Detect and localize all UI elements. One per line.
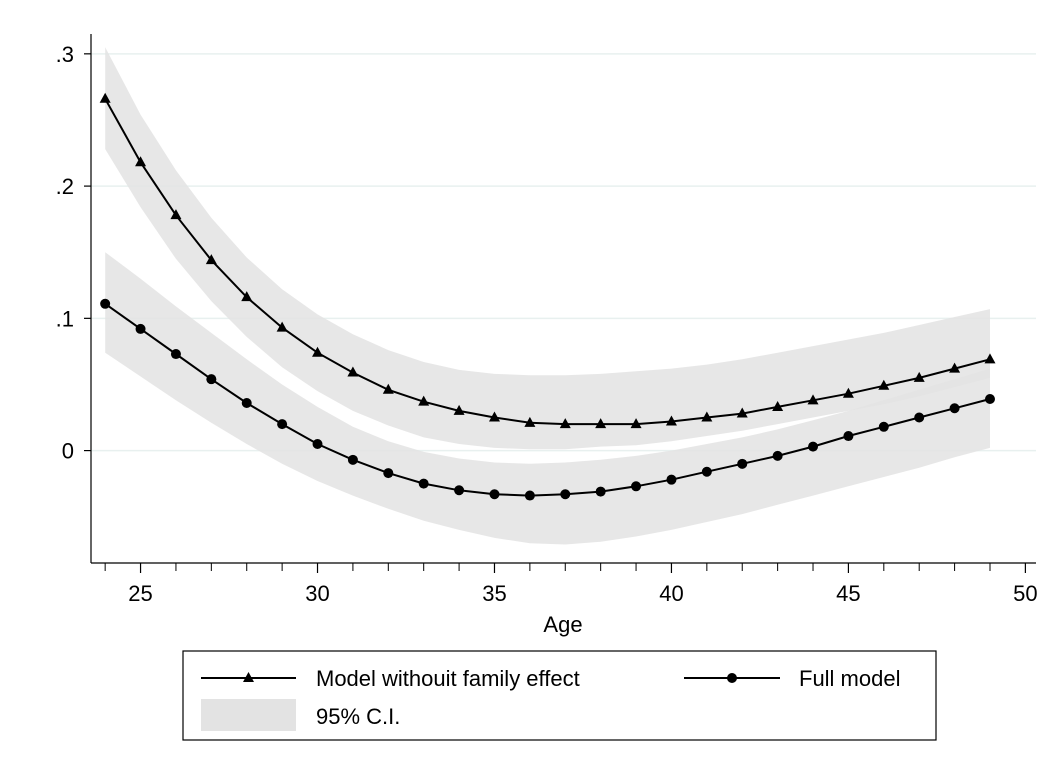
axis-ticks: 0 .1 .2 .3 25 30 35 40 45 50 <box>56 42 1038 606</box>
data-point-circle <box>454 485 465 496</box>
legend-entry-full-model: Full model <box>684 666 900 691</box>
ci-band-series-1 <box>105 252 990 545</box>
data-point-circle <box>206 374 217 385</box>
legend-label-ci: 95% C.I. <box>316 704 400 729</box>
legend-label-full-model: Full model <box>799 666 900 691</box>
data-point-circle <box>878 421 889 432</box>
data-point-triangle <box>878 379 890 390</box>
data-point-circle <box>701 466 712 477</box>
data-point-triangle <box>276 321 288 332</box>
data-point-circle <box>737 458 748 469</box>
x-tick-label: 30 <box>305 581 329 606</box>
legend-label-model-without-family: Model withouit family effect <box>316 666 580 691</box>
x-tick-label: 40 <box>659 581 683 606</box>
data-point-circle <box>489 489 500 500</box>
axes <box>90 34 1036 564</box>
data-point-circle <box>100 298 111 309</box>
y-tick-label: .1 <box>56 306 74 331</box>
data-point-triangle <box>595 418 607 429</box>
data-point-circle <box>666 474 677 485</box>
ci-band-series-0 <box>105 47 990 450</box>
data-point-circle <box>984 394 995 405</box>
data-point-circle <box>312 438 323 449</box>
legend-box <box>182 650 937 741</box>
data-point-circle <box>843 431 854 442</box>
data-point-triangle <box>382 383 394 394</box>
x-axis-label: Age <box>543 612 582 637</box>
data-point-circle <box>914 412 925 423</box>
x-tick-label: 25 <box>128 581 152 606</box>
data-point-circle <box>418 478 429 489</box>
y-tick-label: .3 <box>56 42 74 67</box>
y-tick-label: 0 <box>62 439 74 464</box>
data-point-triangle <box>312 346 324 357</box>
data-point-circle <box>524 490 535 501</box>
data-point-circle <box>347 454 358 465</box>
data-point-triangle <box>135 156 147 167</box>
legend-entry-model-without-family: Model withouit family effect <box>201 666 580 691</box>
data-point-triangle <box>559 418 571 429</box>
x-tick-label: 45 <box>836 581 860 606</box>
data-point-triangle <box>99 92 111 103</box>
data-point-triangle <box>630 418 642 429</box>
data-point-triangle <box>488 411 500 422</box>
legend-triangle-marker-icon <box>243 672 254 682</box>
data-point-circle <box>772 450 783 461</box>
legend-circle-marker-icon <box>727 673 737 683</box>
data-point-triangle <box>701 411 713 422</box>
data-point-triangle <box>949 362 961 373</box>
legend-entry-ci: 95% C.I. <box>201 699 400 731</box>
data-point-circle <box>949 403 960 414</box>
data-point-circle <box>560 489 571 500</box>
data-point-circle <box>170 349 181 360</box>
data-point-triangle <box>772 400 784 411</box>
data-point-circle <box>631 481 642 492</box>
data-point-triangle <box>842 387 854 398</box>
series-line-0 <box>104 98 991 426</box>
data-point-circle <box>277 419 288 430</box>
data-point-triangle <box>736 407 748 418</box>
data-point-circle <box>383 468 394 479</box>
data-point-triangle <box>665 415 677 426</box>
series-lines <box>99 92 996 501</box>
data-point-triangle <box>984 353 996 364</box>
data-point-triangle <box>453 404 465 415</box>
legend: Model withouit family effect Full model … <box>182 650 937 741</box>
data-point-triangle <box>807 394 819 405</box>
x-tick-label: 35 <box>482 581 506 606</box>
data-point-triangle <box>347 366 359 377</box>
data-point-circle <box>135 323 146 334</box>
data-point-triangle <box>241 291 253 302</box>
data-point-circle <box>808 441 819 452</box>
x-tick-label: 50 <box>1013 581 1037 606</box>
series-line-1 <box>104 302 991 497</box>
y-tick-label: .2 <box>56 174 74 199</box>
confidence-bands <box>105 47 990 545</box>
data-point-triangle <box>418 395 430 406</box>
data-point-triangle <box>170 209 182 220</box>
data-point-triangle <box>913 371 925 382</box>
data-point-circle <box>241 397 252 408</box>
data-point-circle <box>595 486 606 497</box>
data-point-triangle <box>524 416 536 427</box>
data-point-triangle <box>205 254 217 265</box>
legend-ci-swatch <box>201 699 296 731</box>
